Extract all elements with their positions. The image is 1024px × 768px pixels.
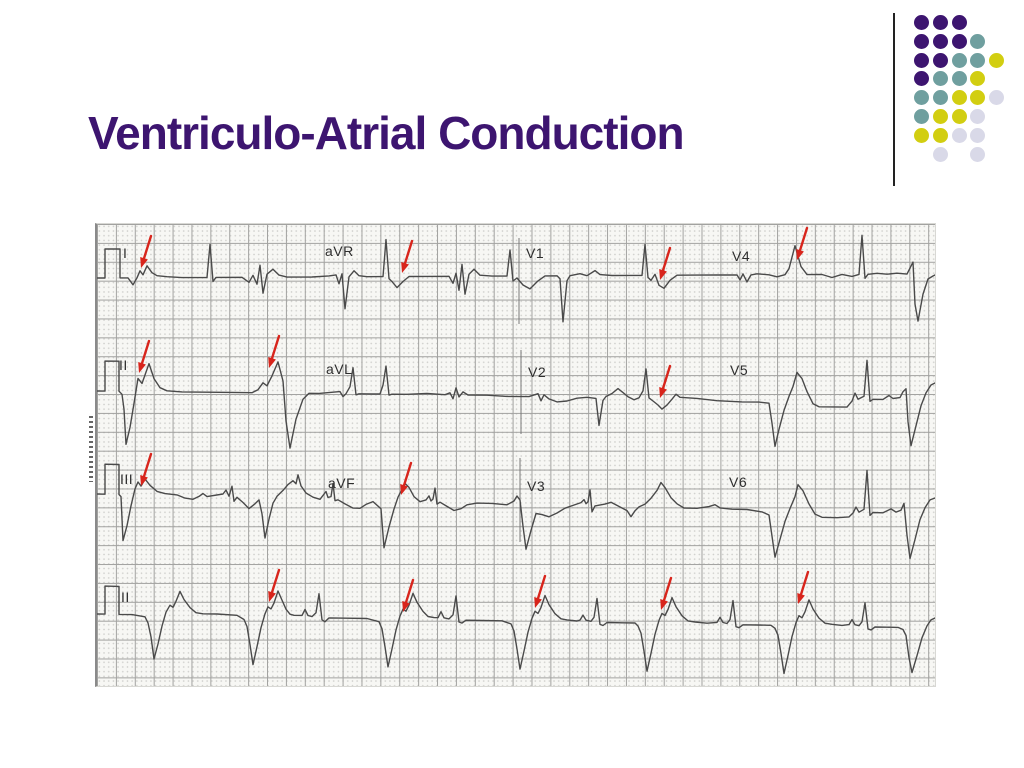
- decor-dot: [989, 90, 1005, 106]
- decor-dot: [914, 127, 929, 143]
- decor-dot: [932, 15, 948, 30]
- annotation-arrow-icon: [400, 484, 408, 495]
- annotation-arrow-icon: [268, 591, 276, 602]
- annotation-arrow-icon: [138, 362, 146, 373]
- lead-label-V1: V1: [526, 245, 544, 261]
- lead-label-V4: V4: [732, 248, 750, 264]
- decor-dot: [914, 90, 929, 106]
- annotation-arrow-icon: [140, 475, 148, 486]
- decor-dot: [951, 52, 967, 68]
- annotation-arrow-icon: [796, 249, 804, 260]
- annotation-arrow-icon: [659, 387, 667, 398]
- annotation-arrow-icon: [139, 339, 151, 368]
- decor-dot: [932, 109, 948, 124]
- decor-dot: [932, 127, 948, 143]
- annotation-arrow-icon: [140, 257, 148, 268]
- annotation-arrow-icon: [141, 452, 153, 481]
- decor-dot: [970, 71, 986, 87]
- annotation-arrow-icon: [660, 599, 668, 610]
- annotation-arrow-icon: [269, 334, 281, 363]
- decor-dot: [951, 127, 967, 143]
- decor-dot: [951, 90, 967, 106]
- decor-dot: [970, 90, 986, 106]
- decor-dot: [932, 52, 948, 68]
- annotation-arrow-icon: [401, 262, 409, 273]
- decor-dot: [914, 33, 929, 49]
- annotation-arrow-icon: [269, 568, 281, 597]
- annotation-arrow-icon: [798, 570, 810, 599]
- annotation-arrow-icon: [268, 357, 276, 368]
- lead-label-V2: V2: [528, 364, 546, 380]
- annotation-arrow-icon: [660, 364, 672, 393]
- scan-margin-marks-icon: [89, 416, 93, 482]
- decor-dot: [951, 33, 967, 49]
- lead-label-aVR: aVR: [325, 243, 354, 259]
- decor-dot: [914, 109, 929, 124]
- annotation-arrow-icon: [797, 226, 809, 255]
- decor-dot: [914, 52, 929, 68]
- decor-dot: [951, 109, 967, 124]
- decor-dot: [914, 71, 929, 87]
- decor-dot: [932, 146, 948, 162]
- lead-label-III: III: [120, 471, 133, 487]
- decor-dot: [970, 52, 986, 68]
- ecg-trace-row-4: [97, 585, 935, 675]
- annotation-arrow-icon: [534, 597, 542, 608]
- ecg-trace-row-2: [97, 359, 935, 449]
- annotation-arrow-icon: [660, 246, 672, 275]
- lead-label-V3: V3: [527, 478, 545, 494]
- decor-dot: [970, 127, 986, 143]
- lead-label-II: II: [121, 589, 130, 605]
- decor-vertical-line: [893, 13, 895, 186]
- lead-label-V5: V5: [730, 362, 748, 378]
- annotation-arrow-icon: [402, 239, 414, 268]
- annotation-arrow-icon: [402, 601, 410, 612]
- decor-dot: [951, 71, 967, 87]
- decor-dot: [989, 52, 1005, 68]
- lead-label-I: I: [123, 245, 127, 261]
- annotation-arrow-icon: [535, 574, 547, 603]
- decor-dot: [951, 15, 967, 30]
- decor-dot: [932, 90, 948, 106]
- lead-label-V6: V6: [729, 474, 747, 490]
- decor-dot-grid: [914, 15, 1024, 180]
- slide-title: Ventriculo-Atrial Conduction: [88, 107, 685, 159]
- annotation-arrow-icon: [403, 578, 415, 607]
- decor-dot: [914, 15, 929, 30]
- decor-dot: [970, 109, 986, 124]
- ecg-trace-row-3: [97, 463, 935, 560]
- annotation-arrow-icon: [797, 593, 805, 604]
- decor-dot: [932, 33, 948, 49]
- lead-label-aVF: aVF: [328, 475, 355, 491]
- annotation-arrow-icon: [659, 269, 667, 280]
- annotation-arrow-icon: [661, 576, 673, 605]
- ecg-trace-row-1: [97, 234, 935, 323]
- decor-dot: [970, 33, 986, 49]
- lead-label-II: II: [119, 357, 128, 373]
- annotation-arrow-icon: [401, 461, 413, 490]
- annotation-arrow-icon: [141, 234, 153, 263]
- decor-dot: [970, 146, 986, 162]
- lead-label-aVL: aVL: [326, 361, 352, 377]
- decor-dot: [932, 71, 948, 87]
